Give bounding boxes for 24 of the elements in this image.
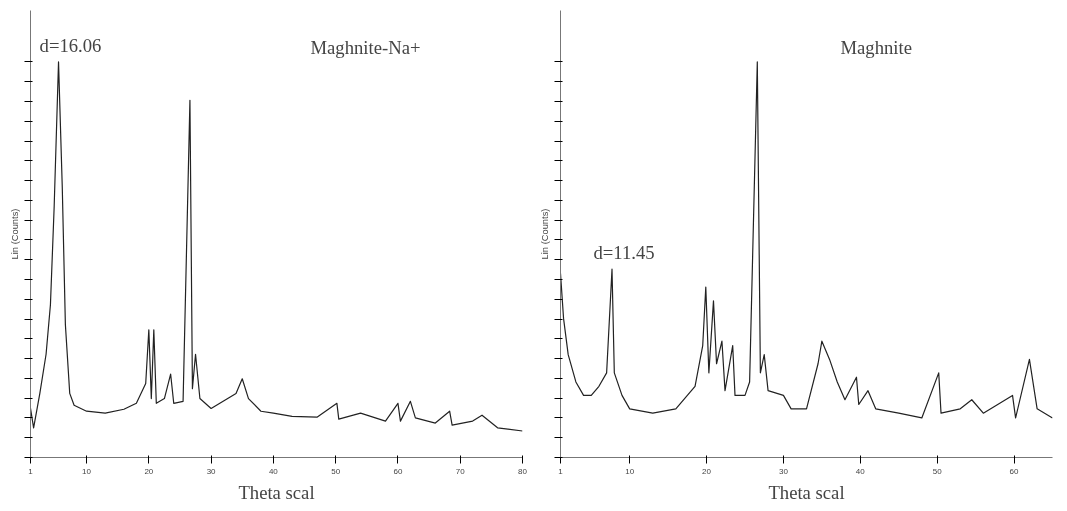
x-tick-label: 1: [28, 466, 34, 476]
x-tick-label: 30: [206, 466, 217, 476]
x-tick-label: 1: [558, 466, 564, 476]
x-tick-label: 10: [625, 466, 635, 476]
y-axis-title: Lin (Counts): [9, 208, 20, 260]
x-tick-label: 10: [82, 466, 92, 476]
x-tick-label: 80: [518, 466, 528, 476]
x-tick-label: 30: [778, 466, 789, 476]
annotation: d=16.06: [39, 34, 102, 56]
x-tick-label: 60: [393, 466, 403, 476]
x-axis-title: Theta scal: [768, 481, 845, 503]
x-tick-label: 40: [855, 466, 866, 476]
x-tick-label: 50: [932, 466, 943, 476]
x-tick-label: 40: [268, 466, 279, 476]
x-tick-label: 60: [1009, 466, 1020, 476]
x-tick-label: 70: [455, 466, 466, 476]
text: Maghnite: [840, 36, 913, 58]
annotation: d=11.45: [593, 242, 655, 264]
y-axis-title: Lin (Counts): [539, 208, 550, 260]
x-tick-label: 50: [331, 466, 341, 476]
text: Maghnite-Na+: [310, 36, 421, 58]
x-tick-label: 20: [702, 466, 712, 476]
x-axis-title: Theta scal: [238, 481, 315, 503]
x-tick-label: 20: [144, 466, 154, 476]
